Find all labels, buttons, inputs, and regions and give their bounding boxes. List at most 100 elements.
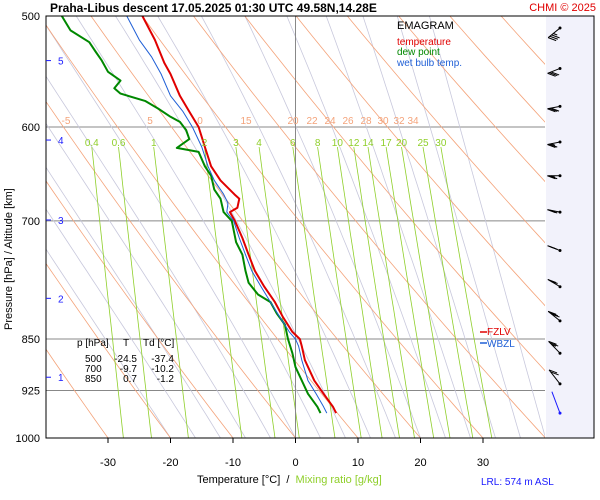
dew-point-line <box>60 16 322 414</box>
wind-barb-flag <box>548 340 557 345</box>
table-header-p: p [hPa] <box>77 338 109 349</box>
moist-adiabat-line <box>46 24 296 438</box>
dry-adiabat-labels: -5 5 0 15 20 22 24 26 28 30 32 34 <box>62 116 419 127</box>
wind-barb-flag <box>549 72 558 77</box>
mixing-ratio-line <box>401 146 451 438</box>
dry-adiabat-line <box>244 16 545 372</box>
moist-adiabat-line <box>429 16 545 438</box>
wind-barb-station <box>558 285 562 289</box>
dry-adiabat-label: 20 <box>287 116 299 127</box>
wind-barb-flag <box>549 175 558 180</box>
mixing-ratio-line <box>292 146 336 438</box>
wind-barb <box>547 245 562 253</box>
mixing-ratio-line <box>204 146 243 438</box>
dry-adiabat-line <box>46 24 359 438</box>
table-cell: 850 <box>85 374 102 385</box>
moist-adiabat-line <box>46 248 171 438</box>
temperature-line <box>141 16 337 414</box>
dry-adiabat-line <box>46 348 109 438</box>
altitude-labels: 1 2 3 4 5 <box>46 57 64 384</box>
wind-barb-half-flag <box>550 175 556 178</box>
wind-barb-station <box>558 351 562 355</box>
wind-barb-flag <box>550 71 560 76</box>
wind-barb-flag <box>547 72 556 77</box>
mixing-ratio-line <box>118 146 152 438</box>
wind-profile-panel <box>546 16 594 438</box>
pressure-tick-label: 500 <box>22 11 40 23</box>
fzlv-label: FZLV <box>487 327 511 338</box>
lrl-label: LRL: 574 m ASL <box>481 477 554 488</box>
altitude-label: 1 <box>58 373 64 384</box>
moist-adiabat-line <box>75 16 321 438</box>
moist-adiabat-line <box>201 16 396 438</box>
temperature-tick-label: 30 <box>477 457 489 469</box>
wind-barb-half-flag <box>550 246 556 250</box>
wind-barb <box>548 369 562 386</box>
moist-adiabat-line <box>46 75 271 438</box>
table-header-t: T <box>123 338 129 349</box>
temperature-tick-label: 10 <box>352 457 364 469</box>
wind-barb <box>547 104 562 113</box>
mixing-ratio-label: 1 <box>151 138 157 149</box>
y-axis-label: Pressure [hPa] / Altitude [km] <box>3 188 15 330</box>
wind-barb-flag <box>550 107 560 112</box>
mixing-ratio-label: 14 <box>362 138 374 149</box>
moist-adiabat-line <box>115 16 346 438</box>
dry-adiabat-line <box>46 100 296 438</box>
temperature-tick-label: -10 <box>225 457 241 469</box>
mixing-ratio-line <box>258 146 300 438</box>
wind-barb <box>547 174 562 180</box>
moist-adiabat-line <box>46 122 246 438</box>
temperature-tick-label: -30 <box>100 457 116 469</box>
plot-frame <box>45 15 595 439</box>
wind-barb-flag <box>549 35 559 40</box>
wind-barb-flag <box>549 107 558 112</box>
wind-barb-station <box>558 140 562 144</box>
wind-barb-flag <box>549 312 559 317</box>
moist-adiabat-line <box>396 16 521 438</box>
table-cell: 0.7 <box>123 374 137 385</box>
dry-adiabat-label: 5 <box>147 116 153 127</box>
mixing-ratio-label: 17 <box>381 138 393 149</box>
dry-adiabat-label: 26 <box>342 116 354 127</box>
pressure-tick-labels: 500 600 700 850 925 1000 <box>16 11 40 445</box>
wind-barb-flag <box>549 143 558 148</box>
wet-bulb-line <box>126 16 328 414</box>
mixing-ratio-label: 0.6 <box>112 138 126 149</box>
temperature-tick-label: 20 <box>414 457 426 469</box>
wind-barb-flag <box>550 371 559 376</box>
dry-adiabat-label: 34 <box>407 116 419 127</box>
wind-barb <box>547 140 562 148</box>
chart-header-title: Praha-Libus descent 17.05.2025 01:30 UTC… <box>50 1 377 15</box>
dry-adiabat-label: 28 <box>360 116 372 127</box>
table-cell: -9.7 <box>120 364 138 375</box>
x-axis-label: Temperature [°C] / Mixing ratio [g/kg] <box>197 474 382 486</box>
dry-adiabat-line <box>346 16 545 244</box>
altitude-label: 4 <box>58 136 64 147</box>
level-markers: FZLV WBZL <box>480 327 515 350</box>
legend-temperature: temperature <box>397 37 451 48</box>
dry-adiabat-line <box>449 16 545 123</box>
altitude-label: 5 <box>58 57 64 68</box>
mixing-ratio-label: 4 <box>256 138 262 149</box>
wind-barb-flag <box>548 369 558 374</box>
table-cell: 700 <box>85 364 102 375</box>
moist-adiabat-line <box>46 208 196 438</box>
dry-adiabat-label: -5 <box>62 116 71 127</box>
moist-adiabats <box>46 16 545 438</box>
moist-adiabat-line <box>157 16 371 438</box>
wind-barb-station <box>558 382 562 386</box>
wind-barb-flag <box>547 175 556 180</box>
wind-barb-station <box>558 66 562 70</box>
pressure-tick-label: 850 <box>22 334 40 346</box>
wind-barb <box>547 310 562 323</box>
moist-adiabat-line <box>244 16 421 438</box>
credit-label: CHMI © 2025 <box>529 2 596 14</box>
wind-barb-flag <box>547 144 556 148</box>
mixing-ratio-label: 8 <box>315 138 321 149</box>
wind-barb-station <box>558 249 562 253</box>
wind-barb-flag <box>547 37 557 42</box>
wind-barb-station <box>558 210 562 214</box>
wind-barb <box>547 279 562 289</box>
mixing-ratio-label: 30 <box>435 138 447 149</box>
